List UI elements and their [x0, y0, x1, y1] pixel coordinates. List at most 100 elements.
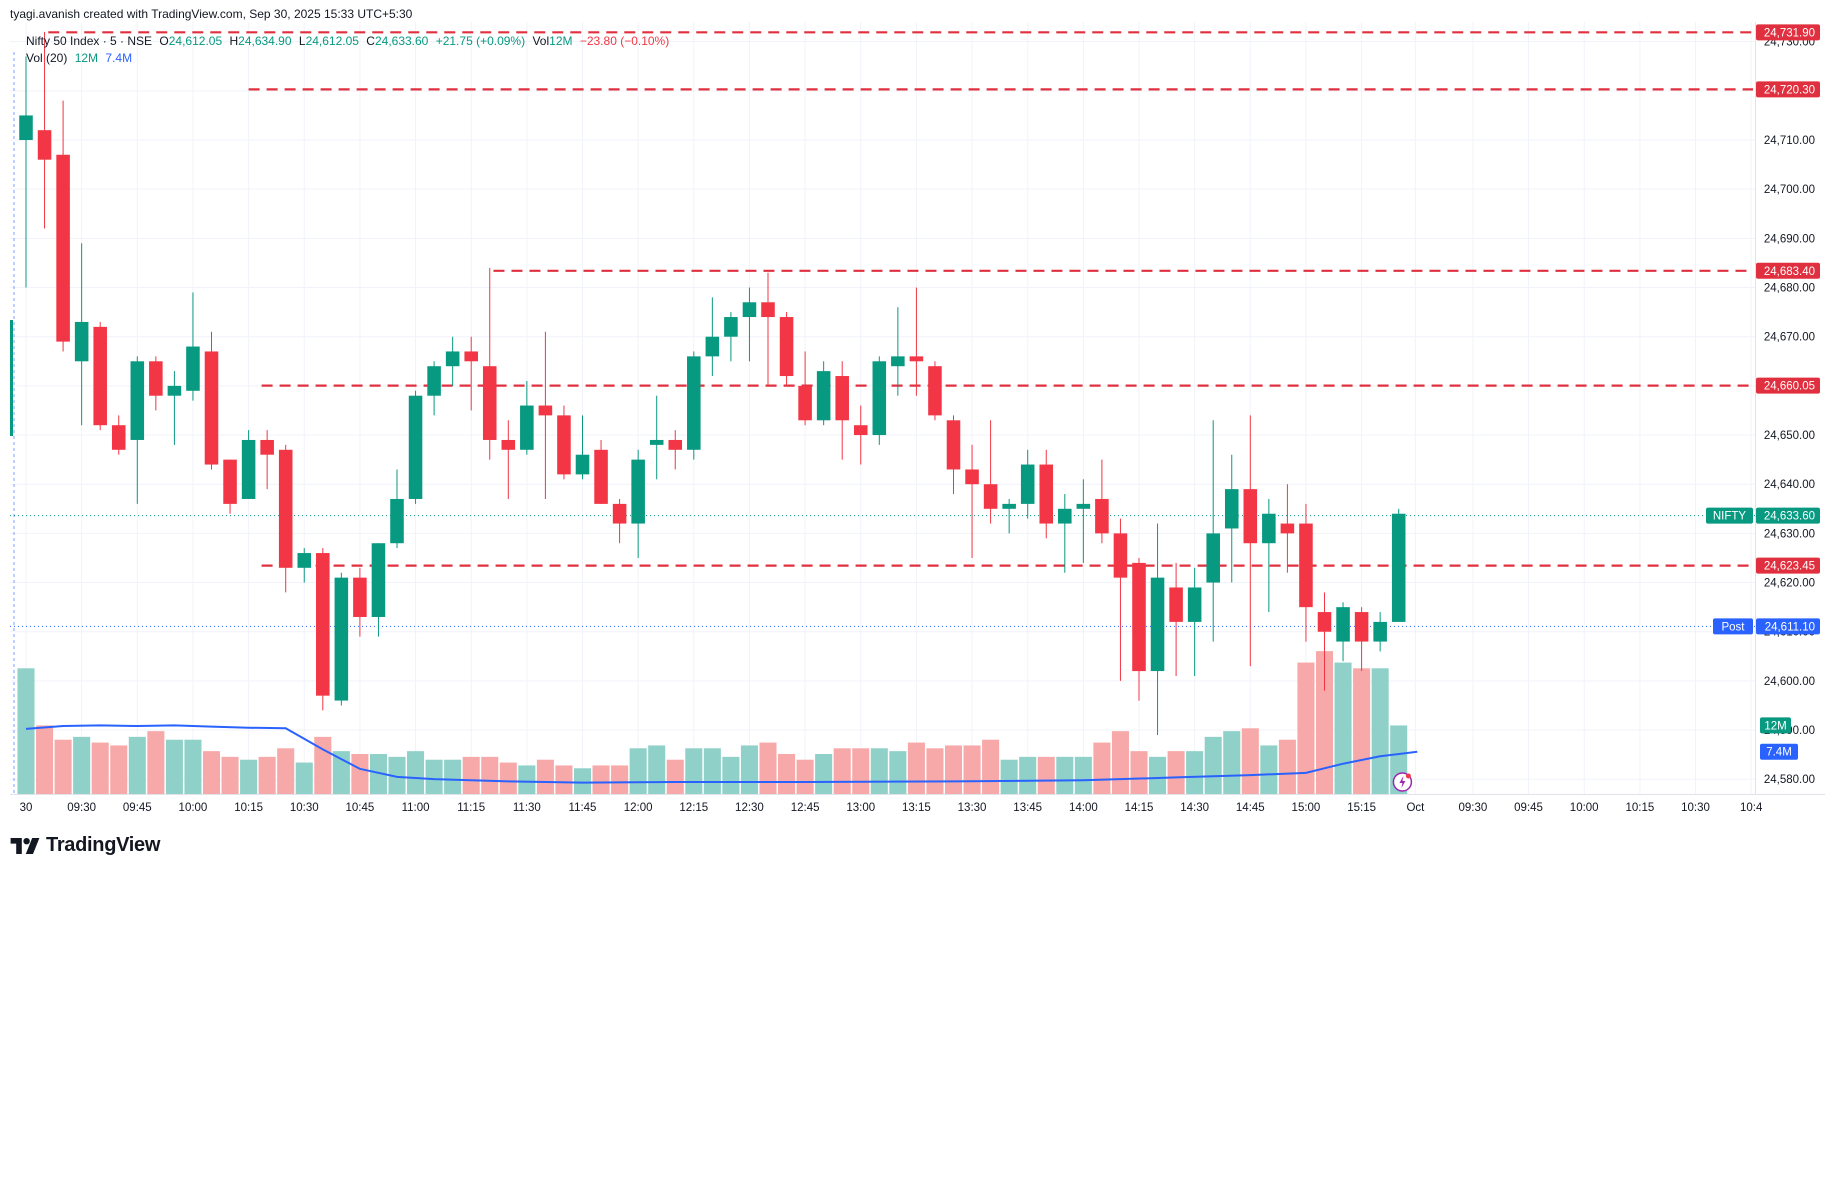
volume-bar — [944, 745, 963, 794]
volume-bar — [611, 765, 629, 794]
volume-bar — [703, 748, 721, 794]
candle-body — [1132, 562, 1146, 672]
volume-bar — [536, 759, 554, 794]
candle-body — [1206, 533, 1220, 583]
candle-body — [1039, 464, 1054, 524]
volume-bar — [110, 745, 128, 794]
candles — [19, 31, 1406, 735]
volume-indicator-title[interactable]: Vol (20) — [26, 51, 68, 65]
time-tick-label: 10:15 — [1625, 802, 1654, 814]
candle-body — [946, 420, 961, 470]
time-tick-label: 12:45 — [791, 802, 820, 814]
candle-body — [853, 425, 868, 436]
price-tick-label: 24,700.00 — [1764, 184, 1815, 196]
tradingview-logo-text: TradingView — [46, 834, 161, 856]
time-tick-label: 10:4 — [1740, 802, 1763, 814]
volume-bar — [1315, 651, 1334, 794]
time-tick-label: 11:30 — [513, 802, 541, 814]
volume-bar — [926, 748, 944, 794]
volume-bar — [1093, 742, 1111, 794]
volume-bar — [1278, 739, 1296, 794]
volume-bar — [1223, 731, 1241, 794]
level-price-tag-text: 24,660.05 — [1764, 381, 1815, 393]
candle-body — [19, 115, 33, 141]
vol-value: 12M — [549, 34, 573, 48]
level-price-tag — [1756, 557, 1820, 574]
volume-bar — [36, 725, 54, 794]
volume-bar — [852, 748, 870, 794]
candle-body — [74, 321, 89, 362]
candle-body — [1354, 612, 1369, 642]
level-price-tag — [1756, 262, 1820, 279]
volume-tag — [1760, 717, 1791, 734]
volume-bar — [258, 756, 276, 794]
time-tick-label: 13:00 — [846, 802, 875, 814]
volume-bar — [332, 751, 350, 794]
ohlc-legend: Nifty 50 Index · 5 · NSE O24,612.05 H24,… — [26, 34, 673, 48]
price-tick-label: 24,580.00 — [1764, 774, 1815, 786]
chart-canvas[interactable]: 30 09:30 09:45 10:00 10:15 10:30 10:45 11:00 11:… — [10, 22, 1825, 820]
price-tick-label: 24,690.00 — [1764, 233, 1815, 245]
volume-bar — [1149, 756, 1167, 794]
candle-body — [705, 336, 720, 357]
volume-bar — [1130, 751, 1148, 794]
candle-body — [149, 361, 163, 396]
price-tick-label: 24,630.00 — [1764, 528, 1815, 540]
candle-body — [928, 366, 942, 416]
volume-bar — [128, 736, 146, 794]
volume-bar — [425, 759, 443, 794]
time-tick-label: Oct — [1406, 802, 1425, 814]
candle-body — [1076, 503, 1091, 509]
candle-body — [557, 415, 571, 475]
candle-body — [612, 503, 627, 524]
volume-ma — [25, 724, 1418, 784]
candle-body — [334, 577, 349, 701]
time-tick-label: 10:45 — [346, 802, 375, 814]
price-tag — [1756, 507, 1820, 524]
volume-bar — [481, 756, 499, 794]
candle-body — [575, 454, 590, 475]
time-tick-label: 15:15 — [1347, 802, 1376, 814]
volume-bar — [1074, 756, 1092, 794]
volume-bar — [1334, 662, 1352, 794]
price-tag — [1756, 618, 1820, 635]
level-price-tag-text: 24,731.90 — [1764, 27, 1815, 39]
candle-body — [891, 356, 905, 367]
volume-bar — [54, 739, 72, 794]
candle-body — [204, 351, 219, 465]
candle-body — [464, 351, 478, 362]
volume-bar — [685, 748, 703, 794]
price-tag-text: 24,633.60 — [1764, 511, 1815, 523]
volume-bar — [666, 759, 684, 794]
symbol-title[interactable]: Nifty 50 Index · 5 · NSE — [26, 34, 153, 48]
volume-bar — [1204, 736, 1222, 794]
tradingview-logo[interactable]: TradingView — [10, 834, 160, 857]
volume-bar — [73, 736, 91, 794]
volume-bar — [407, 751, 425, 794]
volume-bars — [17, 651, 1408, 794]
candle-body — [983, 484, 998, 509]
candle-body — [278, 449, 293, 568]
time-axis: 30 09:30 09:45 10:00 10:15 10:30 10:45 11:00 11:… — [20, 802, 1763, 814]
volume-bar — [277, 748, 295, 794]
volume-bar — [1353, 668, 1371, 794]
time-tick-label: 13:30 — [958, 802, 987, 814]
volume-bar — [740, 745, 758, 794]
volume-bar — [369, 754, 387, 794]
tradingview-logo-icon — [10, 837, 40, 854]
time-tick-label: 11:15 — [457, 802, 485, 814]
time-tick-label: 11:45 — [569, 802, 597, 814]
volume-bar — [444, 759, 462, 794]
candle-body — [37, 130, 52, 160]
time-tick-label: 15:00 — [1292, 802, 1321, 814]
volume-bar — [91, 742, 109, 794]
scroll-indicator — [10, 320, 13, 436]
volume-bar — [499, 762, 517, 794]
candle-body — [223, 459, 237, 504]
close-key: C — [366, 34, 375, 48]
volume-ma-line — [25, 724, 1418, 784]
candle-body — [1243, 489, 1258, 544]
volume-indicator-value: 12M — [74, 51, 99, 65]
chart-area[interactable]: 30 09:30 09:45 10:00 10:15 10:30 10:45 11:00 11:… — [10, 22, 1825, 820]
candle-body — [1373, 621, 1387, 642]
